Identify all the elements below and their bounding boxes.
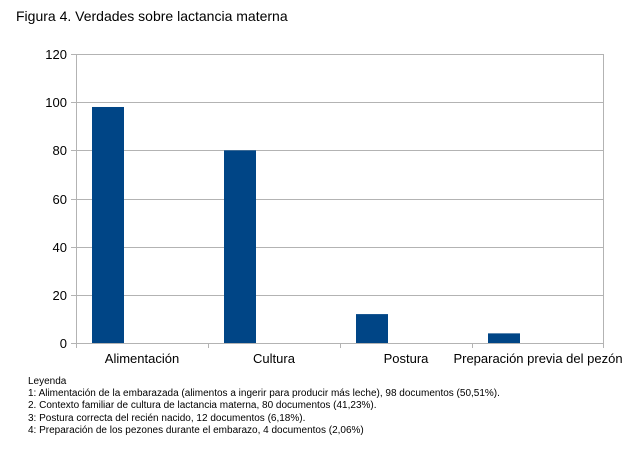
axes (71, 54, 604, 348)
y-tick-label: 60 (53, 192, 67, 207)
bar-3 (356, 314, 388, 343)
figure-title: Figura 4. Verdades sobre lactancia mater… (16, 8, 288, 24)
x-category-label: Alimentación (105, 351, 179, 366)
bar-2 (224, 150, 256, 343)
legend-item-1: 1: Alimentación de la embarazada (alimen… (28, 388, 500, 400)
y-tick-label: 80 (53, 143, 67, 158)
x-category-label: Preparación previa del pezón (453, 351, 622, 366)
y-tick-label: 100 (45, 95, 67, 110)
bars (92, 106, 520, 343)
legend: Leyenda 1: Alimentación de la embarazada… (28, 376, 500, 437)
bar-1 (92, 106, 124, 343)
x-category-label: Postura (384, 351, 430, 366)
labels: 0 20 40 60 80 100 120 Alimentación Cultura Postur… (45, 47, 622, 366)
y-tick-label: 20 (53, 288, 67, 303)
y-tick-label: 40 (53, 240, 67, 255)
bar-chart: 0 20 40 60 80 100 120 Alimentación Cultura Postur… (45, 47, 622, 366)
y-tick-label: 120 (45, 47, 67, 62)
bar-4 (488, 333, 520, 343)
legend-item-2: 2. Contexto familiar de cultura de lacta… (28, 400, 377, 412)
legend-item-4: 4: Preparación de los pezones durante el… (28, 424, 364, 436)
y-tick-label: 0 (60, 336, 67, 351)
grid-lines (76, 54, 604, 344)
legend-item-3: 3: Postura correcta del recién nacido, 1… (28, 412, 306, 424)
x-category-label: Cultura (253, 351, 296, 366)
legend-heading: Leyenda (28, 376, 67, 387)
